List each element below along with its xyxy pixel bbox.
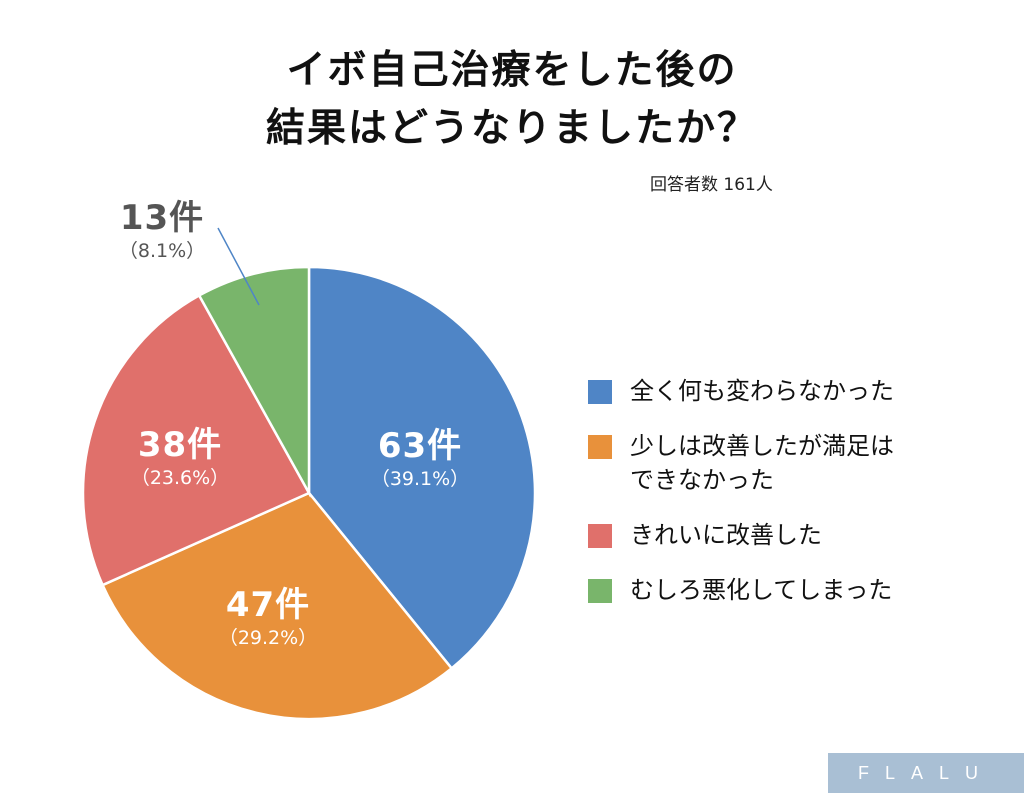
legend-label-partial-line-1: 少しは改善したが満足は xyxy=(630,432,894,460)
legend-label-worsened: むしろ悪化してしまった xyxy=(630,576,893,604)
slice-label-partial: 47件 （29.2%） xyxy=(219,585,317,651)
legend-item-partial: 少しは改善したが満足は できなかった xyxy=(588,429,990,497)
brand-logo: FLALU xyxy=(828,753,1024,793)
respondent-count: 回答者数 161人 xyxy=(650,175,773,195)
slice-count-partial: 47件 xyxy=(225,585,311,625)
legend-label-improved: きれいに改善した xyxy=(630,521,822,549)
pie-slice-worsened xyxy=(197,265,311,498)
slice-percent-improved: （23.6%） xyxy=(130,467,230,489)
chart-legend: 全く何も変わらなかった 少しは改善したが満足は できなかった きれいに改善した … xyxy=(588,374,990,628)
slice-label-improved: 38件 （23.6%） xyxy=(131,425,229,491)
slice-percent-unchanged: （39.1%） xyxy=(370,468,470,490)
pie-slice-unchanged xyxy=(307,265,537,671)
title-line-1: イボ自己治療をした後の xyxy=(286,48,738,93)
legend-item-improved: きれいに改善した xyxy=(588,518,990,552)
legend-swatch-green xyxy=(588,579,612,603)
chart-title: イボ自己治療をした後の 結果はどうなりましたか？ xyxy=(0,42,1024,158)
slice-percent-worsened: （8.1%） xyxy=(118,240,206,262)
leader-line-worsened xyxy=(217,227,260,306)
slice-label-unchanged: 63件 （39.1%） xyxy=(371,426,469,492)
pie-slice-partial xyxy=(100,491,454,721)
slice-count-improved: 38件 xyxy=(137,425,223,465)
legend-swatch-orange xyxy=(588,435,612,459)
title-line-2: 結果はどうなりましたか？ xyxy=(265,106,758,151)
legend-label-unchanged: 全く何も変わらなかった xyxy=(630,377,894,405)
slice-count-worsened: 13件 xyxy=(119,198,205,238)
pie-slice-improved xyxy=(81,293,311,587)
legend-label-partial-line-2: できなかった xyxy=(630,466,774,494)
slice-count-unchanged: 63件 xyxy=(377,426,463,466)
slice-percent-partial: （29.2%） xyxy=(218,627,318,649)
slice-label-worsened: 13件 （8.1%） xyxy=(119,198,205,264)
legend-item-worsened: むしろ悪化してしまった xyxy=(588,573,990,607)
legend-swatch-blue xyxy=(588,380,612,404)
legend-swatch-red xyxy=(588,524,612,548)
legend-item-unchanged: 全く何も変わらなかった xyxy=(588,374,990,408)
